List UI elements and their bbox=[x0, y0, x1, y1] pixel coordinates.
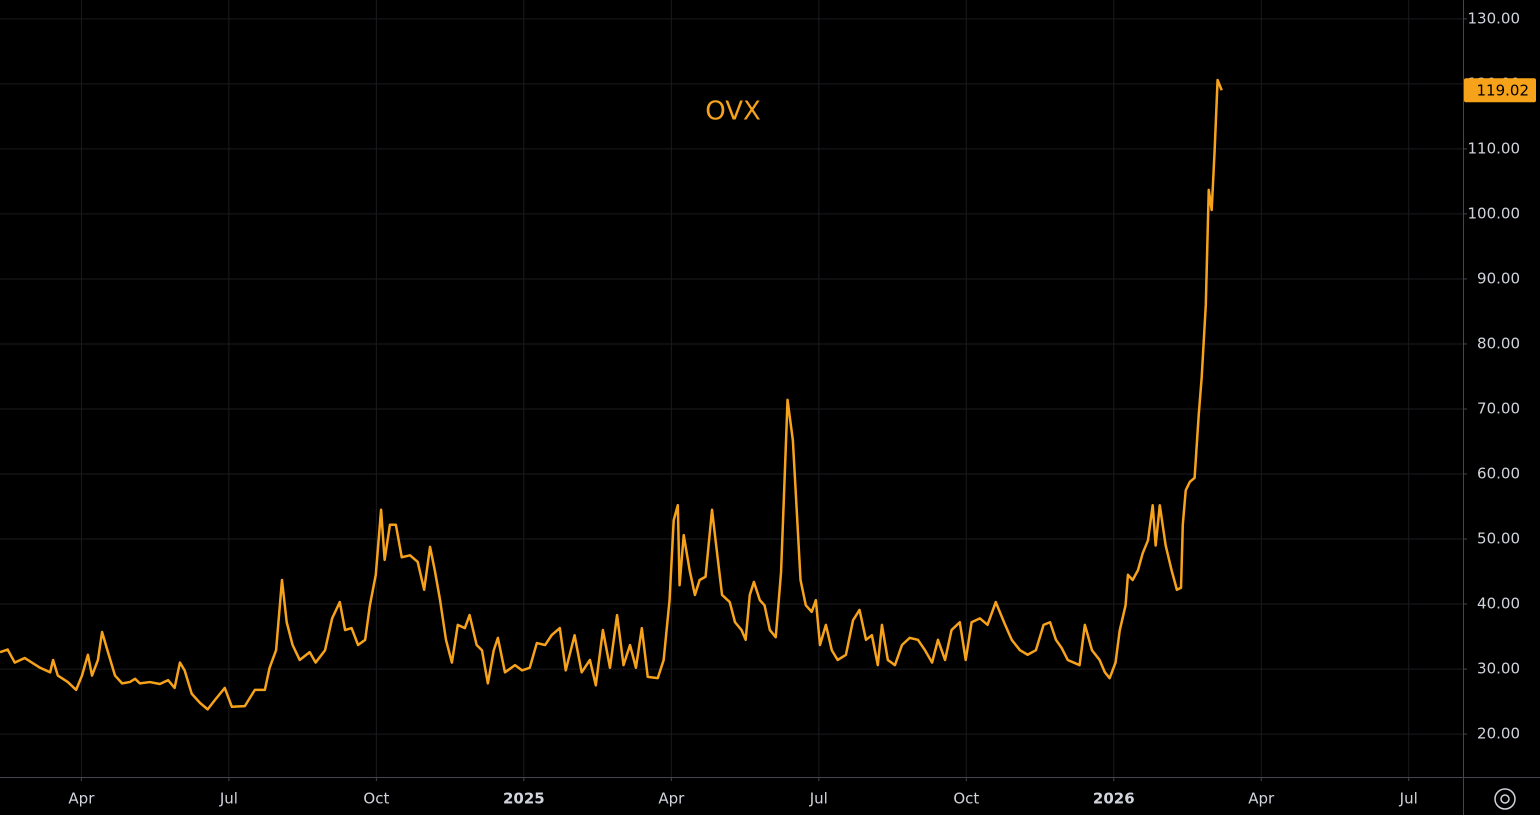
y-tick-label: 90.00 bbox=[1477, 269, 1520, 287]
last-value-badge bbox=[1464, 78, 1536, 103]
y-tick-label: 70.00 bbox=[1477, 399, 1520, 417]
x-tick-label: Oct bbox=[953, 790, 979, 808]
series-label: OVX bbox=[705, 97, 761, 127]
y-tick-label: 30.00 bbox=[1477, 660, 1520, 678]
settings-button[interactable] bbox=[1494, 788, 1516, 810]
y-tick-label: 80.00 bbox=[1477, 334, 1520, 352]
y-tick-label: 60.00 bbox=[1477, 465, 1520, 483]
x-tick-label: Apr bbox=[658, 790, 685, 808]
x-tick-label: Jul bbox=[1399, 790, 1418, 808]
y-tick-label: 100.00 bbox=[1468, 204, 1521, 222]
x-tick-label: 2026 bbox=[1093, 790, 1135, 808]
x-tick-label: Jul bbox=[809, 790, 828, 808]
plot-area bbox=[0, 78, 1223, 711]
x-tick-label: Apr bbox=[68, 790, 95, 808]
y-tick-label: 50.00 bbox=[1477, 530, 1520, 548]
x-tick-label: Apr bbox=[1248, 790, 1275, 808]
x-tick-label: 2025 bbox=[503, 790, 545, 808]
settings-icon-inner bbox=[1500, 794, 1510, 804]
x-tick-label: Oct bbox=[363, 790, 389, 808]
y-tick-label: 110.00 bbox=[1468, 139, 1521, 157]
grid bbox=[0, 0, 1463, 777]
settings-icon-outer bbox=[1494, 788, 1516, 810]
y-tick-label: 20.00 bbox=[1477, 725, 1520, 743]
y-tick-label: 130.00 bbox=[1468, 9, 1521, 27]
y-tick-label: 40.00 bbox=[1477, 595, 1520, 613]
axes: 20.00 30.00 40.00 50.00 60.00 70.00 80.00 90.00… bbox=[68, 9, 1536, 808]
series-line bbox=[0, 78, 1223, 711]
last-value-label: 119.02 bbox=[1477, 82, 1530, 100]
x-tick-label: Jul bbox=[219, 790, 238, 808]
